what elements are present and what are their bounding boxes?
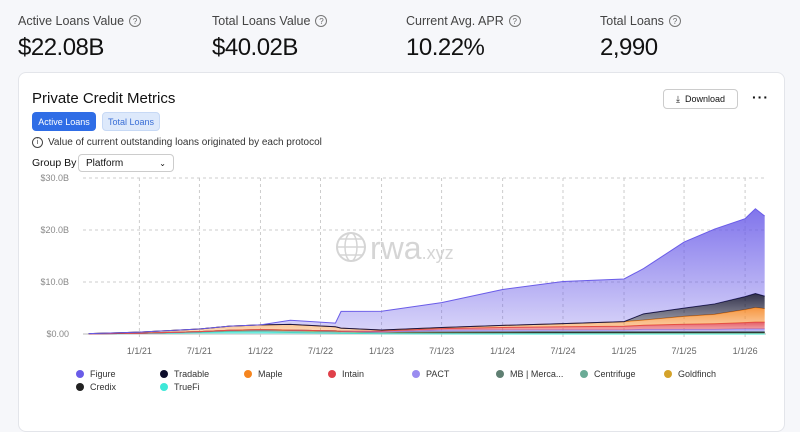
download-icon: ⤓ — [675, 93, 680, 104]
legend-swatch — [160, 383, 168, 391]
legend-item[interactable]: Tradable — [160, 369, 209, 379]
legend-swatch — [496, 370, 504, 378]
legend-label: Tradable — [174, 369, 210, 379]
legend-label: TrueFi — [174, 382, 200, 392]
line-figure — [88, 208, 765, 335]
legend-swatch — [580, 370, 588, 378]
stat-label: Current Avg. APR — [406, 14, 504, 28]
card-title: Private Credit Metrics — [32, 90, 176, 107]
legend-swatch — [328, 370, 336, 378]
info-icon: i — [32, 137, 43, 148]
x-tick-label: 7/1/21 — [187, 346, 212, 356]
description-text: Value of current outstanding loans origi… — [48, 137, 322, 148]
x-tick-label: 7/1/24 — [550, 346, 575, 356]
legend-label: PACT — [426, 369, 450, 379]
legend-label: Goldfinch — [678, 369, 717, 379]
stat-label: Active Loans Value — [18, 14, 125, 28]
legend-item[interactable]: Credix — [76, 382, 116, 392]
area-intain — [88, 322, 765, 334]
area-truefi — [88, 331, 765, 334]
legend-swatch — [76, 383, 84, 391]
help-icon[interactable]: ? — [315, 15, 328, 27]
legend-swatch — [244, 370, 252, 378]
legend-swatch — [76, 370, 84, 378]
legend-swatch — [412, 370, 420, 378]
legend-label: Intain — [342, 369, 365, 379]
stat-current-avg-apr: Current Avg. APR? 10.22% — [406, 14, 521, 62]
tab-total-loans[interactable]: Total Loans — [102, 112, 160, 131]
legend-item[interactable]: Figure — [76, 369, 116, 379]
legend-label: Centrifuge — [594, 369, 636, 379]
x-tick-label: 7/1/25 — [672, 346, 697, 356]
x-tick-label: 7/1/23 — [429, 346, 454, 356]
y-tick-label: $10.0B — [40, 277, 69, 287]
stat-value: 10.22% — [406, 34, 485, 61]
download-button[interactable]: ⤓ Download — [663, 89, 738, 109]
stats-row: Active Loans Value? $22.08B Total Loans … — [0, 0, 800, 70]
watermark-logo: rwa.xyz — [336, 230, 454, 266]
stat-active-loans-value: Active Loans Value? $22.08B — [18, 14, 142, 62]
legend-label: MB | Merca... — [510, 369, 564, 379]
group-by-select[interactable]: Platform ⌄ — [78, 154, 174, 172]
stacked-area-chart[interactable]: rwa.xyz $0.00 $10.0B $20.0B $30.0B 1/1/21 7/1/… — [19, 73, 786, 373]
legend-item[interactable]: Maple — [244, 369, 283, 379]
help-icon[interactable]: ? — [508, 15, 521, 27]
x-tick-label: 1/1/25 — [612, 346, 637, 356]
stat-value: 2,990 — [600, 34, 658, 61]
svg-text:rwa.xyz: rwa.xyz — [370, 230, 454, 266]
x-tick-label: 1/1/23 — [369, 346, 394, 356]
stat-total-loans-value: Total Loans Value? $40.02B — [212, 14, 328, 62]
stat-value: $22.08B — [18, 34, 104, 61]
download-label: Download — [684, 94, 725, 104]
stat-value: $40.02B — [212, 34, 298, 61]
legend-swatch — [664, 370, 672, 378]
x-tick-label: 1/1/22 — [248, 346, 273, 356]
legend-item[interactable]: Intain — [328, 369, 364, 379]
legend-swatch — [160, 370, 168, 378]
legend-label: Credix — [90, 382, 117, 392]
chart-card: Private Credit Metrics ⤓ Download ··· Act… — [18, 72, 785, 432]
area-maple — [88, 307, 765, 334]
area-figure — [88, 208, 765, 334]
x-tick-label: 7/1/22 — [308, 346, 333, 356]
legend-label: Maple — [258, 369, 283, 379]
stat-total-loans: Total Loans? 2,990 — [600, 14, 681, 62]
help-icon[interactable]: ? — [668, 15, 681, 27]
y-tick-label: $30.0B — [40, 173, 69, 183]
legend-item[interactable]: PACT — [412, 369, 449, 379]
stat-label: Total Loans — [600, 14, 664, 28]
legend-item[interactable]: Goldfinch — [664, 369, 716, 379]
legend-item[interactable]: MB | Merca... — [496, 369, 563, 379]
help-icon[interactable]: ? — [129, 15, 142, 27]
legend-item[interactable]: Centrifuge — [580, 369, 636, 379]
x-tick-label: 1/1/21 — [127, 346, 152, 356]
legend-label: Figure — [90, 369, 116, 379]
chart-description: i Value of current outstanding loans orig… — [32, 137, 322, 148]
x-tick-label: 1/1/26 — [733, 346, 758, 356]
tab-active-loans[interactable]: Active Loans — [32, 112, 96, 131]
more-horizontal-icon[interactable]: ··· — [752, 89, 769, 105]
legend-item[interactable]: TrueFi — [160, 382, 200, 392]
group-by-value: Platform — [86, 157, 124, 169]
stat-label: Total Loans Value — [212, 14, 311, 28]
group-by-label: Group By — [32, 157, 77, 169]
x-tick-label: 1/1/24 — [490, 346, 515, 356]
chevron-down-icon: ⌄ — [159, 158, 166, 168]
y-tick-label: $0.00 — [46, 329, 69, 339]
y-tick-label: $20.0B — [40, 225, 69, 235]
